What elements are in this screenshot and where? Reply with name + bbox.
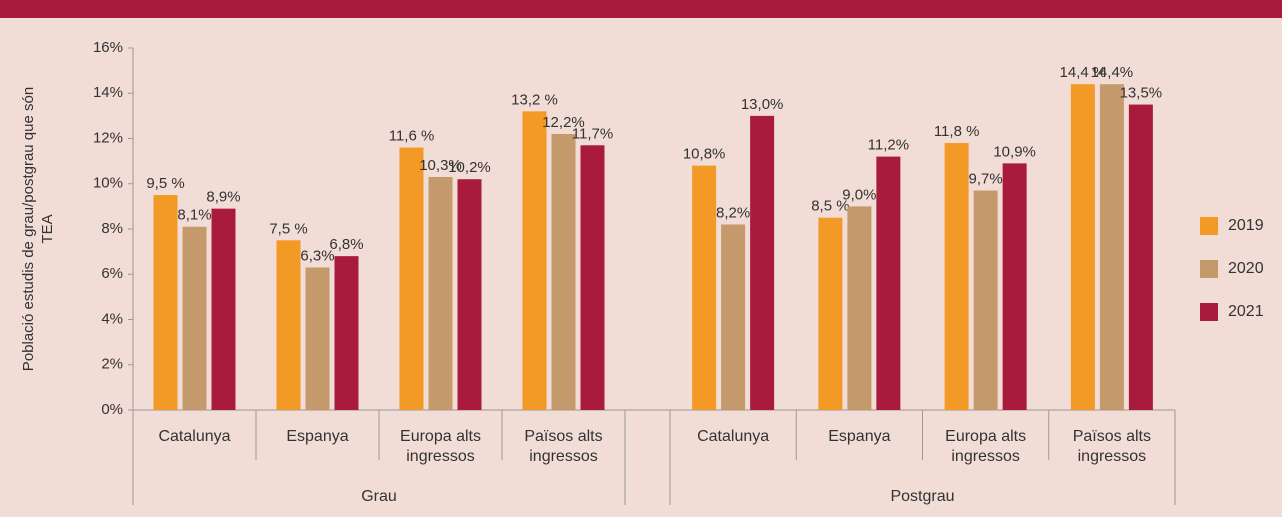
bar [750, 115, 775, 410]
value-label: 14,4 % [1060, 64, 1107, 81]
value-label: 9,5 % [146, 175, 184, 192]
legend-label: 2019 [1228, 217, 1264, 234]
x-tick-label: Països alts ingressos [524, 428, 603, 465]
bar [305, 267, 330, 410]
value-label: 13,2 % [511, 91, 558, 108]
y-tick-label: 12% [93, 129, 123, 146]
bar [1002, 163, 1027, 410]
value-label: 13,0% [741, 96, 784, 113]
value-label: 11,2% [868, 137, 909, 154]
bar [211, 208, 236, 410]
bar [847, 206, 872, 410]
value-label: 6,3% [300, 247, 334, 264]
value-label: 9,7% [969, 171, 1003, 188]
x-tick-label: Espanya [286, 428, 349, 445]
bar [721, 224, 746, 410]
value-label: 11,6 % [389, 128, 435, 145]
value-label: 9,0% [842, 186, 876, 203]
bar [944, 143, 969, 410]
bar [457, 179, 482, 410]
bar [692, 165, 717, 410]
bar [1099, 84, 1124, 410]
value-label: 8,9% [206, 189, 240, 206]
value-label: 11,7% [572, 125, 613, 142]
header-band [0, 0, 1282, 18]
legend-swatch [1200, 217, 1218, 235]
y-tick-label: 6% [101, 265, 123, 282]
bar [276, 240, 301, 410]
value-label: 10,2% [448, 159, 491, 176]
x-tick-label: Espanya [828, 428, 891, 445]
bar [182, 226, 207, 410]
value-label: 14,4% [1091, 64, 1134, 81]
bar [551, 133, 576, 410]
bar [399, 147, 424, 411]
value-label: 10,9% [993, 143, 1036, 160]
bar [153, 195, 178, 410]
legend-label: 2020 [1228, 260, 1264, 277]
y-axis-label: Població estudis de grau/postgrau que só… [20, 86, 56, 372]
value-label: 10,8% [683, 146, 726, 163]
bar [973, 190, 998, 410]
legend-swatch [1200, 260, 1218, 278]
value-label: 13,5% [1120, 85, 1163, 102]
value-label: 10,3% [419, 157, 462, 174]
x-tick-label: Europa alts ingressos [400, 428, 481, 465]
value-label: 8,2% [716, 204, 750, 221]
x-tick-label: Catalunya [697, 428, 770, 445]
bar [1128, 104, 1153, 410]
bar [580, 145, 605, 410]
bar [1070, 84, 1095, 410]
y-tick-label: 8% [101, 220, 123, 237]
y-tick-label: 10% [93, 175, 123, 192]
x-tick-label: Europa alts ingressos [945, 428, 1027, 465]
bar [522, 111, 547, 410]
group-label: Grau [361, 488, 397, 505]
value-label: 6,8% [329, 236, 363, 253]
y-tick-label: 14% [93, 84, 123, 101]
x-tick-label: Països alts ingressos [1072, 428, 1151, 465]
y-tick-label: 0% [101, 401, 123, 418]
bar [818, 217, 843, 410]
group-label: Postgrau [890, 488, 955, 505]
value-label: 12,2% [542, 114, 585, 131]
x-tick-label: Catalunya [158, 428, 231, 445]
legend-swatch [1200, 303, 1218, 321]
value-label: 8,5 % [811, 198, 849, 215]
value-label: 7,5 % [269, 220, 307, 237]
bar [876, 156, 901, 410]
value-label: 11,8 % [934, 123, 980, 140]
legend-label: 2021 [1228, 303, 1264, 320]
y-tick-label: 4% [101, 310, 123, 327]
value-label: 8,1% [177, 207, 211, 224]
bar [428, 176, 453, 410]
bar [334, 256, 359, 410]
y-tick-label: 16% [93, 39, 123, 56]
y-tick-label: 2% [101, 356, 123, 373]
